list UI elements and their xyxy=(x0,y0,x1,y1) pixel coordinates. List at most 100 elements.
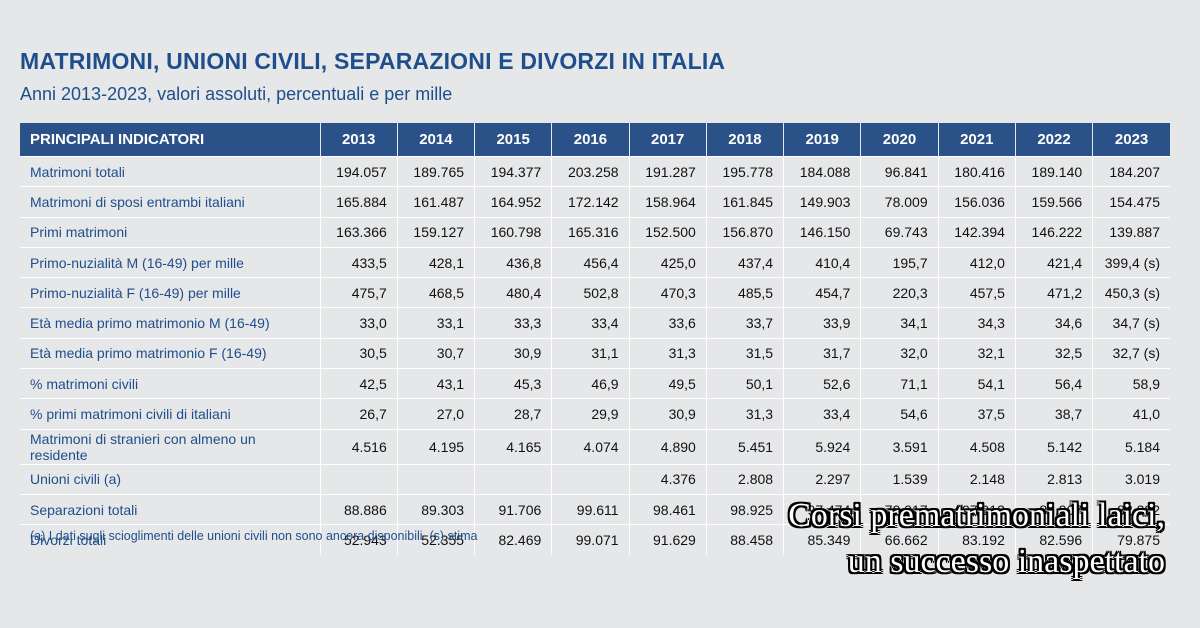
cell: 3.591 xyxy=(860,428,939,465)
cell: 2.148 xyxy=(937,463,1016,495)
indicators-table: PRINCIPALI INDICATORI 2013 2014 2015 2016 201… xyxy=(20,123,1170,555)
cell: 5.924 xyxy=(783,428,861,465)
row-label: % matrimoni civili xyxy=(20,368,320,399)
cell: 82.596 xyxy=(1014,524,1093,555)
row-label: Primi matrimoni xyxy=(20,216,320,248)
cell: 33,4 xyxy=(783,398,861,430)
cell: 485,5 xyxy=(705,277,784,308)
cell: 31,3 xyxy=(628,337,707,369)
cell: 71,1 xyxy=(860,368,939,399)
cell: 98.461 xyxy=(628,493,707,525)
cell: 165.316 xyxy=(551,216,630,248)
cell: 46,9 xyxy=(551,368,630,399)
cell: 30,7 xyxy=(396,337,475,369)
cell: 3.019 xyxy=(1092,463,1170,495)
cell: 33,6 xyxy=(628,307,707,339)
cell: 85.349 xyxy=(783,524,861,555)
cell: 99.611 xyxy=(551,493,630,525)
cell: 38,7 xyxy=(1014,398,1093,430)
cell: 30,5 xyxy=(319,337,398,369)
cell: 82.469 xyxy=(474,524,552,555)
cell: 450,3 (s) xyxy=(1092,277,1170,308)
cell: 5.451 xyxy=(705,428,784,465)
cell: 89.303 xyxy=(396,493,475,525)
column-header: 2014 xyxy=(396,123,475,157)
cell: 33,9 xyxy=(783,307,861,339)
row-label: Divorzi totali xyxy=(20,524,320,555)
column-header: 2018 xyxy=(705,123,784,157)
cell: 468,5 xyxy=(396,277,475,308)
cell: 88.886 xyxy=(319,493,398,525)
cell: 91.629 xyxy=(628,524,707,555)
row-label: Età media primo matrimonio M (16-49) xyxy=(20,307,320,339)
cell: 33,1 xyxy=(396,307,475,339)
cell: 32,1 xyxy=(937,337,1016,369)
column-header: 2017 xyxy=(628,123,707,157)
cell: 189.140 xyxy=(1014,155,1093,187)
cell: 49,5 xyxy=(628,368,707,399)
cell: 37,5 xyxy=(937,398,1016,430)
column-header: 2015 xyxy=(474,123,552,157)
cell: 54,6 xyxy=(860,398,939,430)
cell: 26,7 xyxy=(319,398,398,430)
cell: 45,3 xyxy=(474,368,552,399)
cell: 163.366 xyxy=(319,216,398,248)
cell: 158.964 xyxy=(628,186,707,218)
cell: 502,8 xyxy=(551,277,630,308)
cell: 69.743 xyxy=(860,216,939,248)
table-row: % primi matrimoni civili di italiani 26,7… xyxy=(20,398,1170,430)
cell: 156.870 xyxy=(705,216,784,248)
cell: 27,0 xyxy=(396,398,475,430)
cell: 30,9 xyxy=(628,398,707,430)
cell: 159.566 xyxy=(1014,186,1093,218)
cell: 33,3 xyxy=(474,307,552,339)
cell: 89.907 xyxy=(1014,493,1093,525)
column-header: 2019 xyxy=(783,123,861,157)
cell: 195.778 xyxy=(705,155,784,187)
cell: 161.487 xyxy=(396,186,475,218)
header-row: PRINCIPALI INDICATORI 2013 2014 2015 2016 201… xyxy=(20,123,1170,157)
cell: 33,7 xyxy=(705,307,784,339)
cell: 433,5 xyxy=(319,246,398,278)
cell: 149.903 xyxy=(783,186,861,218)
cell: 32,0 xyxy=(860,337,939,369)
cell: 32,7 (s) xyxy=(1092,337,1170,369)
cell: 2.297 xyxy=(783,463,861,495)
cell: 30,9 xyxy=(474,337,552,369)
cell: 79.875 xyxy=(1092,524,1170,555)
cell: 96.841 xyxy=(860,155,939,187)
cell: 34,1 xyxy=(860,307,939,339)
cell: 28,7 xyxy=(474,398,552,430)
table-row: Primo-nuzialità M (16-49) per mille 433,5… xyxy=(20,246,1170,278)
cell: 470,3 xyxy=(628,277,707,308)
cell: 475,7 xyxy=(319,277,398,308)
row-label: Matrimoni di stranieri con almeno un res… xyxy=(20,428,320,465)
cell: 189.765 xyxy=(396,155,475,187)
cell: 5.184 xyxy=(1092,428,1170,465)
cell: 184.207 xyxy=(1092,155,1170,187)
cell: 4.074 xyxy=(551,428,630,465)
cell: 33,4 xyxy=(551,307,630,339)
cell: 4.516 xyxy=(319,428,398,465)
cell: 154.475 xyxy=(1092,186,1170,218)
cell: 421,4 xyxy=(1014,246,1093,278)
cell xyxy=(474,463,552,495)
cell: 31,7 xyxy=(783,337,861,369)
cell: 412,0 xyxy=(937,246,1016,278)
cell: 4.376 xyxy=(628,463,707,495)
cell: 52.355 xyxy=(396,524,475,555)
cell: 471,2 xyxy=(1014,277,1093,308)
cell: 428,1 xyxy=(396,246,475,278)
cell: 2.808 xyxy=(705,463,784,495)
cell: 52.943 xyxy=(319,524,398,555)
table-row: Unioni civili (a) 4.376 2.808 2.297 1.539 2.1… xyxy=(20,463,1170,495)
cell: 4.508 xyxy=(937,428,1016,465)
cell: 34,7 (s) xyxy=(1092,307,1170,339)
cell: 4.890 xyxy=(628,428,707,465)
table-body: Matrimoni totali 194.057 189.765 194.377 203… xyxy=(20,155,1170,555)
cell: 1.539 xyxy=(860,463,939,495)
cell: 4.165 xyxy=(474,428,552,465)
cell: 5.142 xyxy=(1014,428,1093,465)
cell: 172.142 xyxy=(551,186,630,218)
subtitle: Anni 2013-2023, valori assoluti, percent… xyxy=(20,84,453,104)
